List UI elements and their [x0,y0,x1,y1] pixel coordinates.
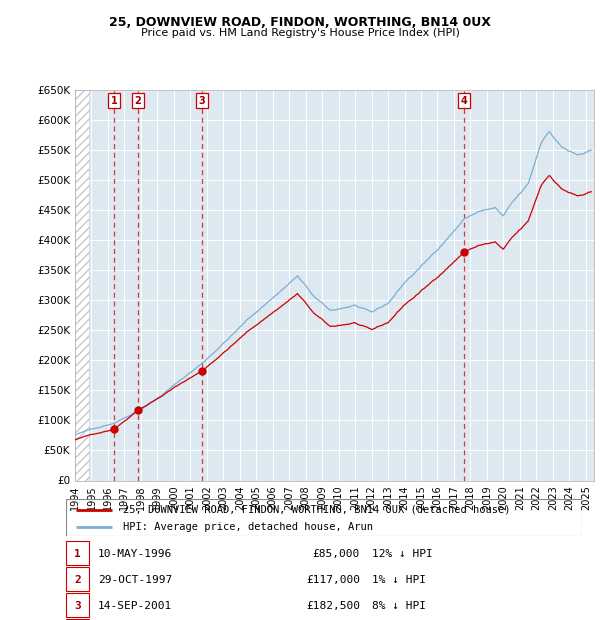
Text: HPI: Average price, detached house, Arun: HPI: Average price, detached house, Arun [123,522,373,532]
Text: Price paid vs. HM Land Registry's House Price Index (HPI): Price paid vs. HM Land Registry's House … [140,28,460,38]
Text: 3: 3 [199,95,205,106]
Text: 2: 2 [74,575,81,585]
Text: 2: 2 [135,95,142,106]
Text: £117,000: £117,000 [306,575,360,585]
Text: 8% ↓ HPI: 8% ↓ HPI [372,601,426,611]
Text: 1: 1 [110,95,117,106]
Text: 25, DOWNVIEW ROAD, FINDON, WORTHING, BN14 0UX (detached house): 25, DOWNVIEW ROAD, FINDON, WORTHING, BN1… [123,505,510,515]
Text: 12% ↓ HPI: 12% ↓ HPI [372,549,433,559]
Text: 29-OCT-1997: 29-OCT-1997 [98,575,172,585]
Text: 10-MAY-1996: 10-MAY-1996 [98,549,172,559]
Text: £85,000: £85,000 [313,549,360,559]
Polygon shape [75,90,89,480]
Text: 1: 1 [74,549,81,559]
Text: 3: 3 [74,601,81,611]
Text: £182,500: £182,500 [306,601,360,611]
Text: 4: 4 [461,95,467,106]
Text: 25, DOWNVIEW ROAD, FINDON, WORTHING, BN14 0UX: 25, DOWNVIEW ROAD, FINDON, WORTHING, BN1… [109,16,491,29]
Text: 1% ↓ HPI: 1% ↓ HPI [372,575,426,585]
Text: 14-SEP-2001: 14-SEP-2001 [98,601,172,611]
